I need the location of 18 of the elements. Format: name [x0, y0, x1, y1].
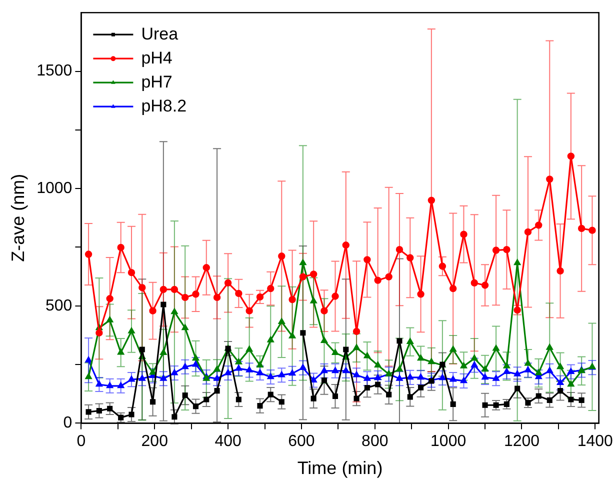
- legend-label: pH8.2: [141, 96, 187, 116]
- x-tick-label: 1400: [577, 433, 614, 450]
- legend-label: pH7: [141, 72, 172, 92]
- legend-label: pH4: [141, 48, 172, 68]
- x-tick-label: 400: [214, 433, 242, 450]
- x-tick-label: 1000: [430, 433, 466, 450]
- x-tick-label: 600: [288, 433, 315, 450]
- y-tick-label: 1500: [36, 62, 72, 80]
- y-tick-label: 500: [45, 297, 72, 314]
- x-tick-label: 0: [76, 433, 86, 450]
- legend-label: Urea: [141, 24, 179, 44]
- y-axis-title: Z-ave (nm): [8, 174, 28, 262]
- x-tick-label: 800: [362, 433, 388, 450]
- y-tick-label: 1000: [36, 180, 72, 197]
- x-tick-label: 200: [141, 433, 168, 450]
- y-tick-label: 0: [63, 414, 72, 432]
- x-tick-label: 1200: [504, 433, 540, 450]
- x-axis-title: Time (min): [297, 458, 383, 478]
